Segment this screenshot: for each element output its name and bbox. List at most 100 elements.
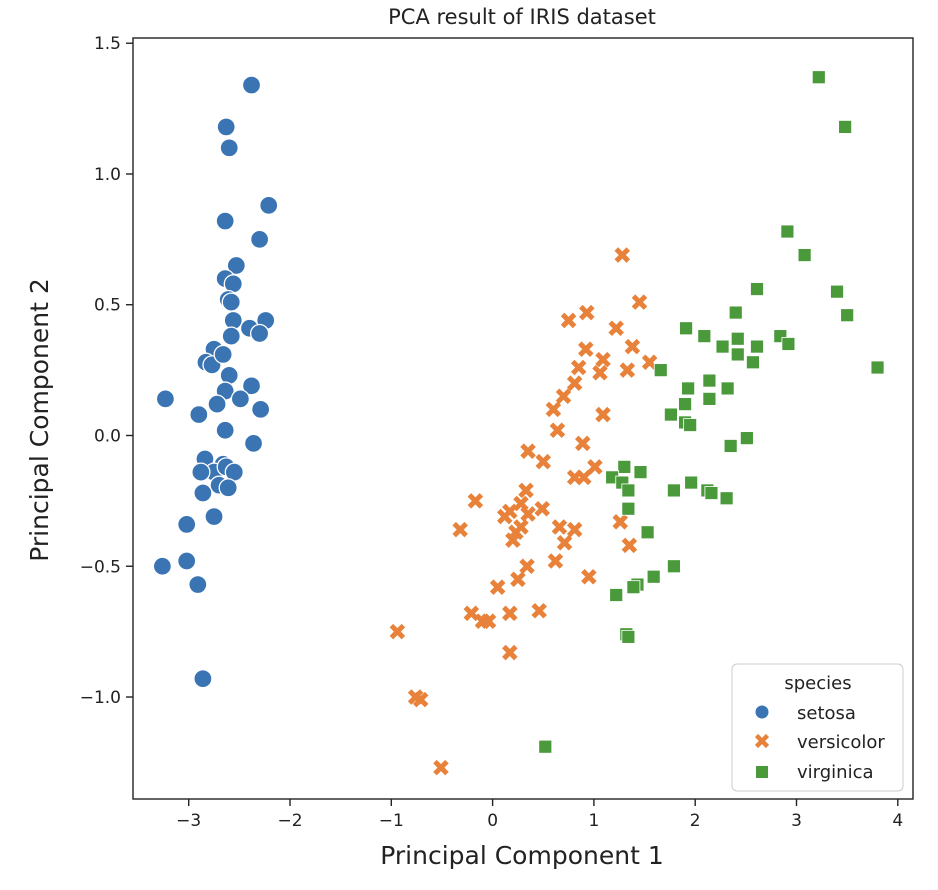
point-virginica bbox=[633, 465, 648, 480]
point-setosa bbox=[219, 138, 239, 158]
point-setosa bbox=[177, 514, 197, 535]
x-tick-label: 0 bbox=[487, 811, 498, 831]
x-tick-label: −3 bbox=[176, 811, 201, 831]
legend-label-virginica: virginica bbox=[797, 762, 874, 783]
legend-box bbox=[731, 663, 904, 792]
point-setosa bbox=[155, 389, 176, 409]
point-setosa bbox=[226, 255, 246, 276]
point-virginica bbox=[702, 373, 717, 388]
point-virginica bbox=[723, 439, 738, 453]
point-virginica bbox=[640, 525, 655, 540]
point-setosa bbox=[215, 211, 235, 231]
point-versicolor bbox=[474, 613, 491, 629]
point-versicolor bbox=[560, 312, 577, 329]
point-virginica bbox=[730, 331, 745, 346]
point-versicolor bbox=[612, 514, 629, 530]
point-versicolor bbox=[566, 521, 583, 538]
point-versicolor bbox=[520, 506, 536, 522]
point-virginica bbox=[730, 347, 745, 362]
point-virginica bbox=[679, 321, 693, 336]
point-virginica bbox=[538, 739, 553, 754]
point-versicolor bbox=[579, 304, 595, 321]
point-virginica bbox=[683, 418, 698, 432]
point-setosa bbox=[250, 399, 271, 419]
chart-title: PCA result of IRIS dataset bbox=[388, 5, 656, 29]
point-setosa bbox=[249, 323, 270, 344]
legend-marker-versicolor bbox=[754, 733, 770, 749]
point-versicolor bbox=[574, 435, 591, 452]
point-virginica bbox=[702, 391, 717, 406]
point-virginica bbox=[870, 360, 885, 375]
point-virginica bbox=[667, 483, 681, 498]
point-versicolor bbox=[566, 375, 583, 391]
point-setosa bbox=[191, 462, 211, 482]
point-versicolor bbox=[547, 553, 564, 569]
x-tick-label: 1 bbox=[588, 811, 599, 831]
point-versicolor bbox=[614, 247, 631, 263]
point-setosa bbox=[177, 551, 197, 571]
point-setosa bbox=[207, 394, 227, 414]
point-versicolor bbox=[592, 364, 608, 381]
point-setosa bbox=[230, 389, 251, 409]
point-versicolor bbox=[452, 521, 468, 538]
point-setosa bbox=[216, 117, 236, 137]
point-setosa bbox=[213, 344, 233, 365]
y-axis-ticks: −1.0 −0.5 0.0 0.5 1.0 1.5 bbox=[80, 34, 133, 708]
point-virginica bbox=[681, 381, 696, 396]
point-virginica bbox=[663, 407, 678, 422]
point-virginica bbox=[621, 629, 636, 644]
point-setosa bbox=[221, 292, 241, 312]
point-virginica bbox=[621, 483, 636, 498]
point-versicolor bbox=[412, 691, 429, 708]
point-versicolor bbox=[576, 469, 592, 486]
point-versicolor bbox=[531, 602, 547, 619]
point-virginica bbox=[646, 569, 661, 584]
point-versicolor bbox=[549, 422, 566, 439]
point-versicolor bbox=[551, 519, 568, 535]
point-versicolor bbox=[556, 534, 573, 551]
legend-label-versicolor: versicolor bbox=[797, 732, 885, 753]
y-tick-label: 0.5 bbox=[94, 296, 121, 316]
point-versicolor bbox=[587, 459, 603, 475]
y-tick-label: −1.0 bbox=[80, 688, 121, 708]
point-virginica bbox=[739, 431, 754, 446]
x-tick-label: 2 bbox=[690, 811, 701, 831]
point-virginica bbox=[830, 284, 844, 299]
point-versicolor bbox=[389, 623, 406, 640]
point-virginica bbox=[811, 70, 826, 85]
point-versicolor bbox=[608, 320, 624, 337]
point-versicolor bbox=[595, 351, 611, 368]
point-versicolor bbox=[545, 401, 562, 418]
point-versicolor bbox=[489, 579, 506, 595]
point-versicolor bbox=[535, 453, 552, 470]
y-tick-label: 1.5 bbox=[94, 34, 121, 54]
y-axis-title: Principal Component 2 bbox=[25, 278, 54, 561]
point-setosa bbox=[241, 75, 262, 95]
point-setosa bbox=[193, 483, 213, 503]
point-setosa bbox=[189, 404, 209, 425]
point-versicolor bbox=[520, 443, 536, 459]
point-virginica bbox=[697, 329, 712, 344]
point-virginica bbox=[617, 459, 632, 474]
point-versicolor bbox=[624, 338, 641, 355]
point-virginica bbox=[678, 397, 692, 412]
point-versicolor bbox=[595, 406, 611, 423]
point-versicolor bbox=[570, 359, 587, 376]
point-setosa bbox=[152, 556, 173, 576]
point-virginica bbox=[750, 339, 764, 354]
point-versicolor bbox=[555, 388, 572, 405]
point-setosa bbox=[215, 420, 235, 440]
point-versicolor bbox=[631, 294, 648, 310]
point-setosa bbox=[249, 229, 270, 250]
x-tick-label: 4 bbox=[892, 811, 903, 831]
point-virginica bbox=[728, 305, 743, 320]
point-virginica bbox=[840, 308, 855, 323]
legend-label-setosa: setosa bbox=[797, 703, 856, 724]
legend: species setosa versicolor virginica bbox=[731, 663, 904, 792]
point-virginica bbox=[621, 501, 636, 516]
x-axis-ticks: −3 −2 −1 0 1 2 3 4 bbox=[176, 799, 903, 831]
point-setosa bbox=[219, 365, 239, 386]
point-versicolor bbox=[621, 537, 638, 554]
x-tick-label: −1 bbox=[379, 811, 404, 831]
